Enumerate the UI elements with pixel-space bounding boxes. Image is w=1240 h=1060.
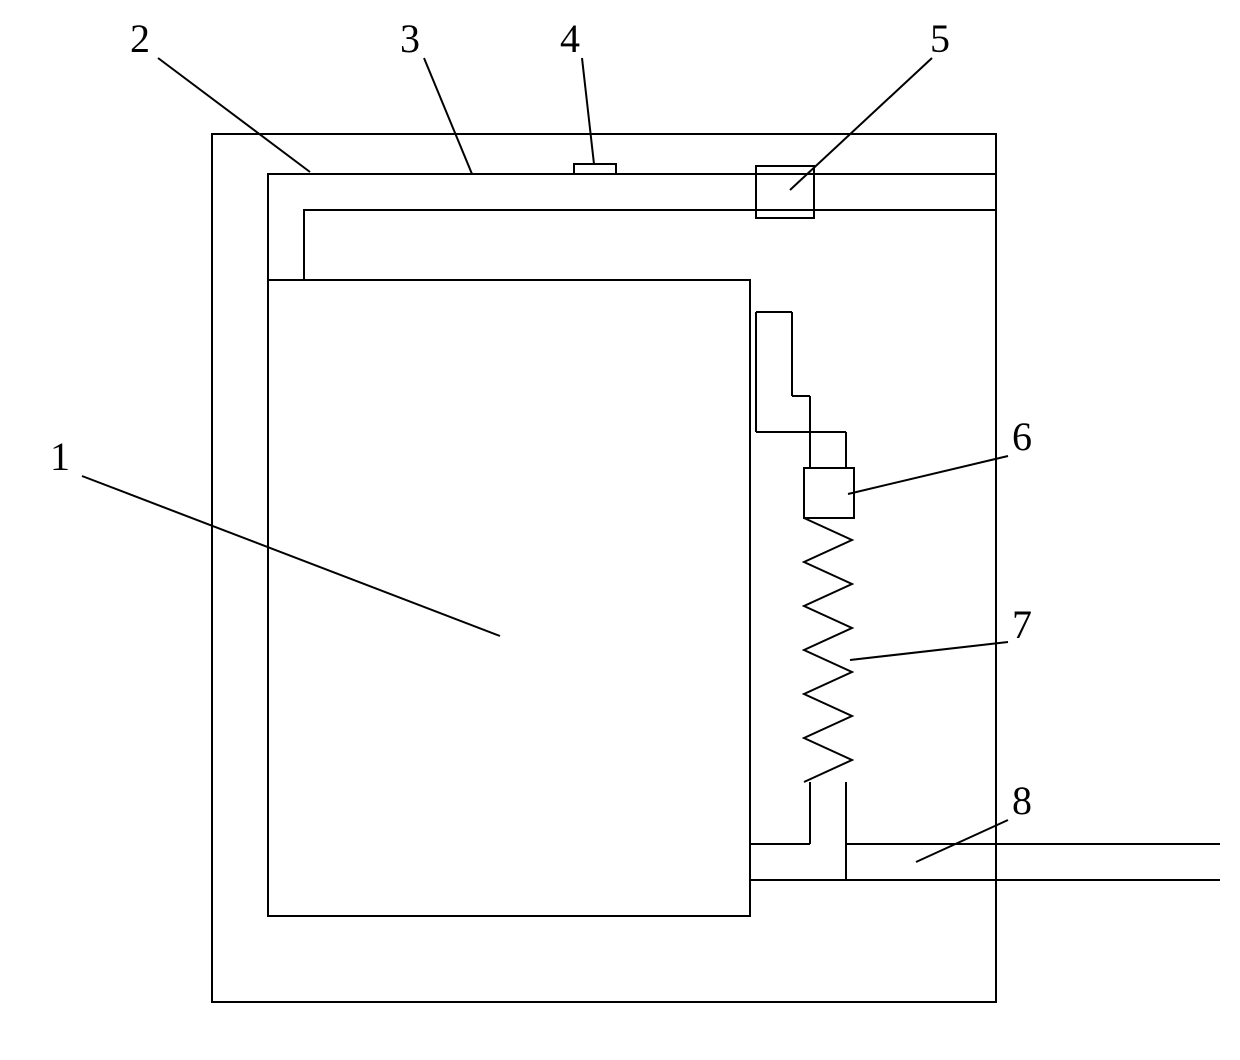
callout-leader-3 (424, 58, 472, 174)
callout-leader-8 (916, 820, 1008, 862)
inner-chamber (268, 280, 750, 916)
callout-label-1: 1 (50, 434, 70, 479)
sensor-tab (574, 164, 616, 174)
callout-label-6: 6 (1012, 414, 1032, 459)
callout-leader-7 (850, 642, 1008, 660)
callout-label-5: 5 (930, 16, 950, 61)
callout-leader-2 (158, 58, 310, 172)
callout-label-4: 4 (560, 16, 580, 61)
callout-leader-6 (848, 456, 1008, 494)
callout-leader-1 (82, 476, 500, 636)
callout-label-7: 7 (1012, 602, 1032, 647)
technical-diagram: 1 2 3 4 5 6 7 8 (0, 0, 1240, 1060)
callout-leader-4 (582, 58, 594, 164)
junction-box-mid (804, 468, 854, 518)
callout-label-2: 2 (130, 16, 150, 61)
outer-casing (212, 134, 996, 1002)
callout-leader-5 (790, 58, 932, 190)
top-pipe-outer-upper (268, 174, 996, 280)
callout-label-3: 3 (400, 16, 420, 61)
callout-label-8: 8 (1012, 778, 1032, 823)
spring-coil (804, 518, 852, 782)
top-pipe-outer-lower (304, 210, 996, 280)
